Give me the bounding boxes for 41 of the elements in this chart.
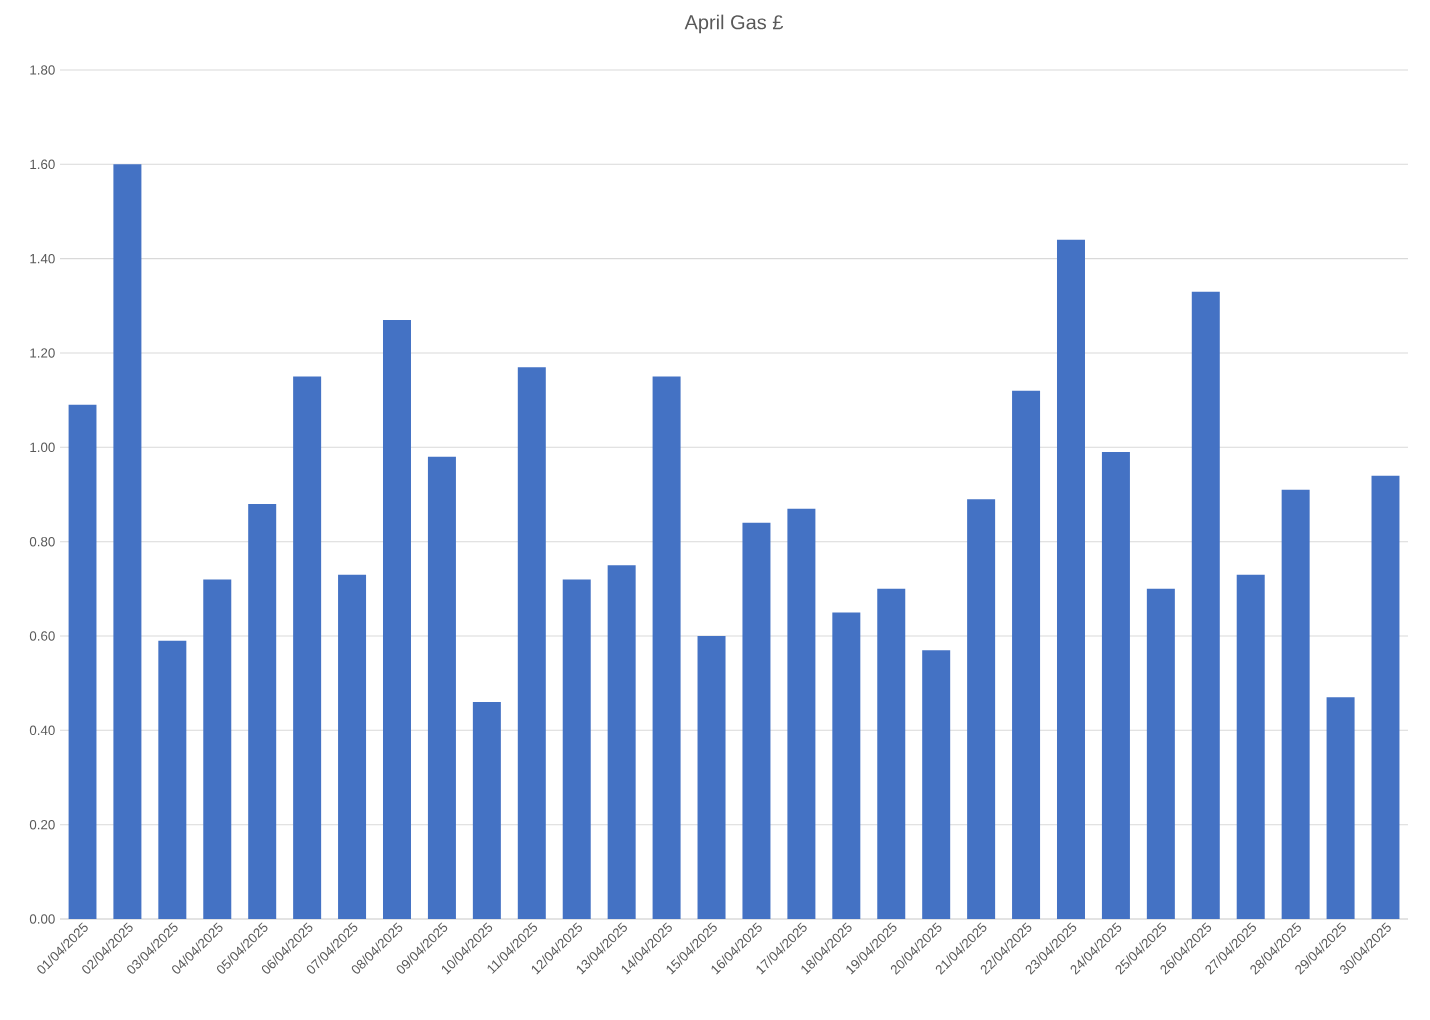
bar <box>1056 239 1085 919</box>
bar <box>967 499 996 919</box>
bar <box>922 650 951 919</box>
bar <box>1101 452 1130 919</box>
bar <box>248 503 277 919</box>
y-tick-label: 0.40 <box>29 725 55 736</box>
bar <box>1281 489 1310 919</box>
y-tick-label: 1.40 <box>30 253 55 264</box>
bar <box>382 319 411 919</box>
y-tick-label: 0.80 <box>29 536 55 547</box>
y-tick-label: 0.20 <box>29 819 55 830</box>
bar <box>427 456 456 919</box>
y-tick-label: 0.60 <box>29 631 55 641</box>
bar <box>562 579 591 919</box>
bar <box>338 574 367 919</box>
bar <box>68 404 97 919</box>
y-tick-label: 1.60 <box>30 159 55 170</box>
bar <box>517 367 546 919</box>
bar <box>877 588 906 919</box>
bar <box>158 640 187 919</box>
bar <box>652 376 681 919</box>
y-tick-label: 1.80 <box>30 65 55 75</box>
bar <box>1146 588 1175 919</box>
bar <box>472 702 501 919</box>
bar <box>1012 390 1041 919</box>
bar <box>1236 574 1265 919</box>
y-tick-label: 1.20 <box>30 348 55 358</box>
bar <box>832 612 861 919</box>
bar <box>203 579 232 919</box>
bar <box>1326 697 1355 919</box>
bar <box>113 164 142 919</box>
bar <box>697 635 726 919</box>
bar <box>742 522 771 919</box>
y-tick-label: 1.00 <box>30 442 55 453</box>
y-tick-label: 0.00 <box>29 914 55 924</box>
bar <box>787 508 816 919</box>
chart-title: April Gas £ <box>684 14 784 34</box>
bar <box>293 376 322 919</box>
bar <box>1191 291 1220 919</box>
bar <box>607 565 636 919</box>
bar <box>1371 475 1400 919</box>
